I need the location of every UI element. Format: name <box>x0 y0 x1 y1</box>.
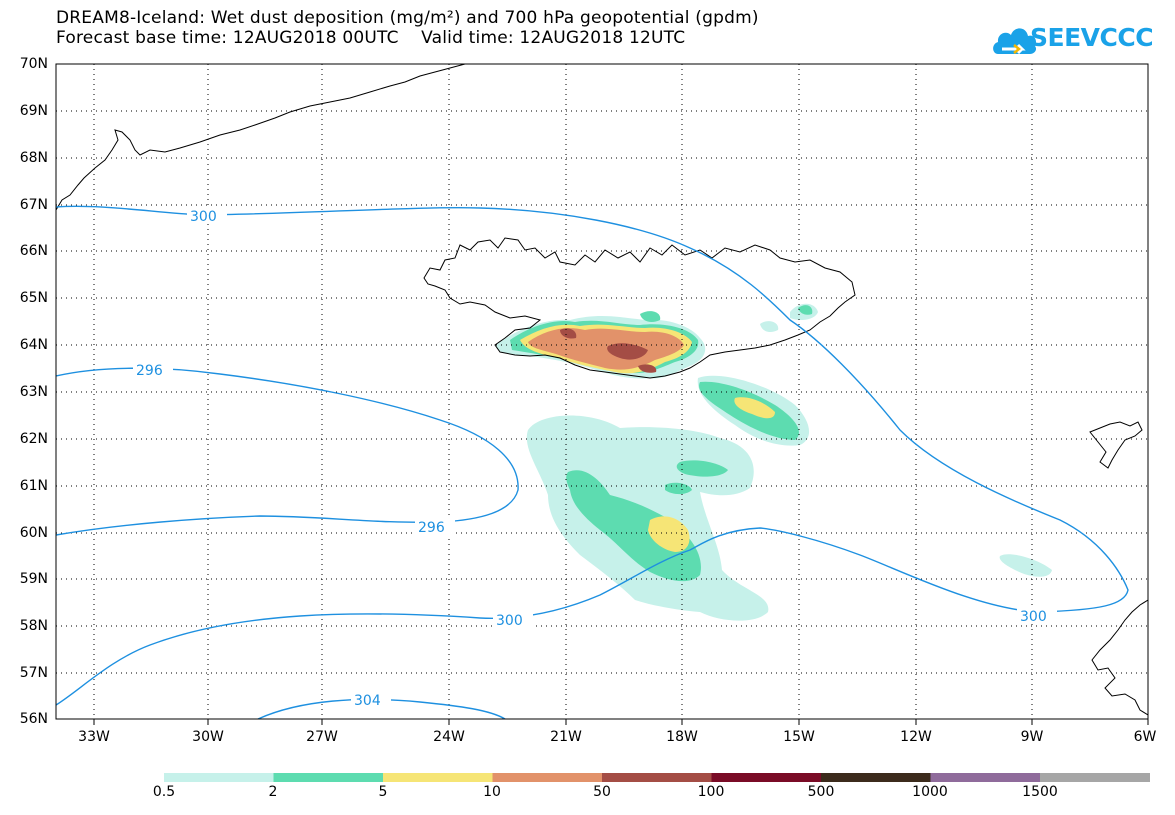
colorbar-segment <box>492 773 603 782</box>
lon-label-21w: 21W <box>550 729 582 745</box>
colorbar-segment <box>821 773 931 782</box>
lat-label-66n: 66N <box>19 243 48 259</box>
iceland-coast <box>423 237 856 379</box>
lon-label-33w: 33W <box>78 729 110 745</box>
lon-label-24w: 24W <box>433 729 465 745</box>
scotland-coast <box>1091 599 1148 716</box>
map-grid <box>56 64 1148 719</box>
colorbar <box>164 773 1150 782</box>
contour-label-300-a: 300 <box>190 209 217 225</box>
contour-label-296-b: 296 <box>418 520 445 536</box>
colorbar-label-1000: 1000 <box>912 784 948 800</box>
colorbar-label-100: 100 <box>697 784 725 800</box>
lat-label-64n: 64N <box>19 337 48 353</box>
title-line-1: DREAM8-Iceland: Wet dust deposition (mg/… <box>56 8 759 28</box>
contour-300-north <box>56 205 1129 706</box>
colorbar-segment <box>383 773 493 782</box>
seevccc-logo-text: SEEVCCC <box>1030 23 1154 52</box>
contour-label-304: 304 <box>354 693 381 709</box>
contour-labels: 300 296 296 300 300 304 <box>133 208 1057 709</box>
plot-frame <box>55 63 1149 720</box>
lat-label-67n: 67N <box>19 197 48 213</box>
colorbar-segment <box>602 773 712 782</box>
lat-label-68n: 68N <box>19 150 48 166</box>
lat-label-59n: 59N <box>19 571 48 587</box>
faroe-coast <box>1089 421 1143 469</box>
greenland-coast <box>56 64 466 211</box>
lon-label-18w: 18W <box>666 729 698 745</box>
dust-deposition-shading <box>495 303 1052 621</box>
cloud-icon <box>993 28 1037 55</box>
title-line-2: Forecast base time: 12AUG2018 00UTC Vali… <box>56 28 686 48</box>
lon-label-30w: 30W <box>192 729 224 745</box>
contour-label-296-a: 296 <box>136 363 163 379</box>
colorbar-label-500: 500 <box>807 784 835 800</box>
colorbar-label-1500: 1500 <box>1022 784 1058 800</box>
lon-label-6w: 6W <box>1133 729 1157 745</box>
contour-296 <box>56 367 519 536</box>
lat-label-60n: 60N <box>19 525 48 541</box>
lat-label-69n: 69N <box>19 103 48 119</box>
colorbar-label-10: 10 <box>483 784 501 800</box>
contour-label-300-c: 300 <box>1020 609 1047 625</box>
colorbar-segment <box>711 773 822 782</box>
geopotential-contours <box>56 205 1129 719</box>
lon-label-9w: 9W <box>1020 729 1044 745</box>
colorbar-segment <box>1040 773 1150 782</box>
colorbar-label-2: 2 <box>268 784 278 800</box>
coastlines <box>56 64 1148 716</box>
lat-label-58n: 58N <box>19 618 48 634</box>
axis-ticks <box>93 719 1149 725</box>
lon-label-12w: 12W <box>900 729 932 745</box>
lat-label-63n: 63N <box>19 384 48 400</box>
lat-label-70n: 70N <box>19 56 48 72</box>
contour-304 <box>257 698 506 719</box>
colorbar-label-50: 50 <box>593 784 611 800</box>
lon-label-15w: 15W <box>783 729 815 745</box>
lat-label-62n: 62N <box>19 431 48 447</box>
colorbar-segment <box>164 773 274 782</box>
lat-label-61n: 61N <box>19 478 48 494</box>
lat-label-56n: 56N <box>19 711 48 727</box>
contour-label-300-b: 300 <box>496 613 523 629</box>
colorbar-label-0-5: 0.5 <box>152 784 176 800</box>
colorbar-segment <box>273 773 384 782</box>
colorbar-segment <box>930 773 1041 782</box>
lat-label-65n: 65N <box>19 290 48 306</box>
lon-label-27w: 27W <box>306 729 338 745</box>
colorbar-label-5: 5 <box>378 784 388 800</box>
lat-label-57n: 57N <box>19 665 48 681</box>
